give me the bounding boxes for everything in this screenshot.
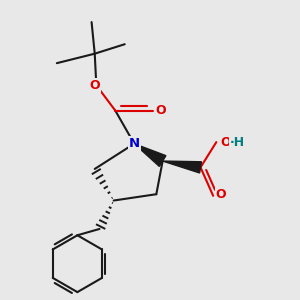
Text: O: O [216,188,226,201]
Text: O: O [220,136,231,148]
Text: O: O [156,104,167,117]
Text: O: O [89,79,100,92]
Polygon shape [163,161,202,173]
Text: ·H: ·H [229,136,244,148]
Polygon shape [134,144,166,166]
Text: N: N [129,137,140,150]
